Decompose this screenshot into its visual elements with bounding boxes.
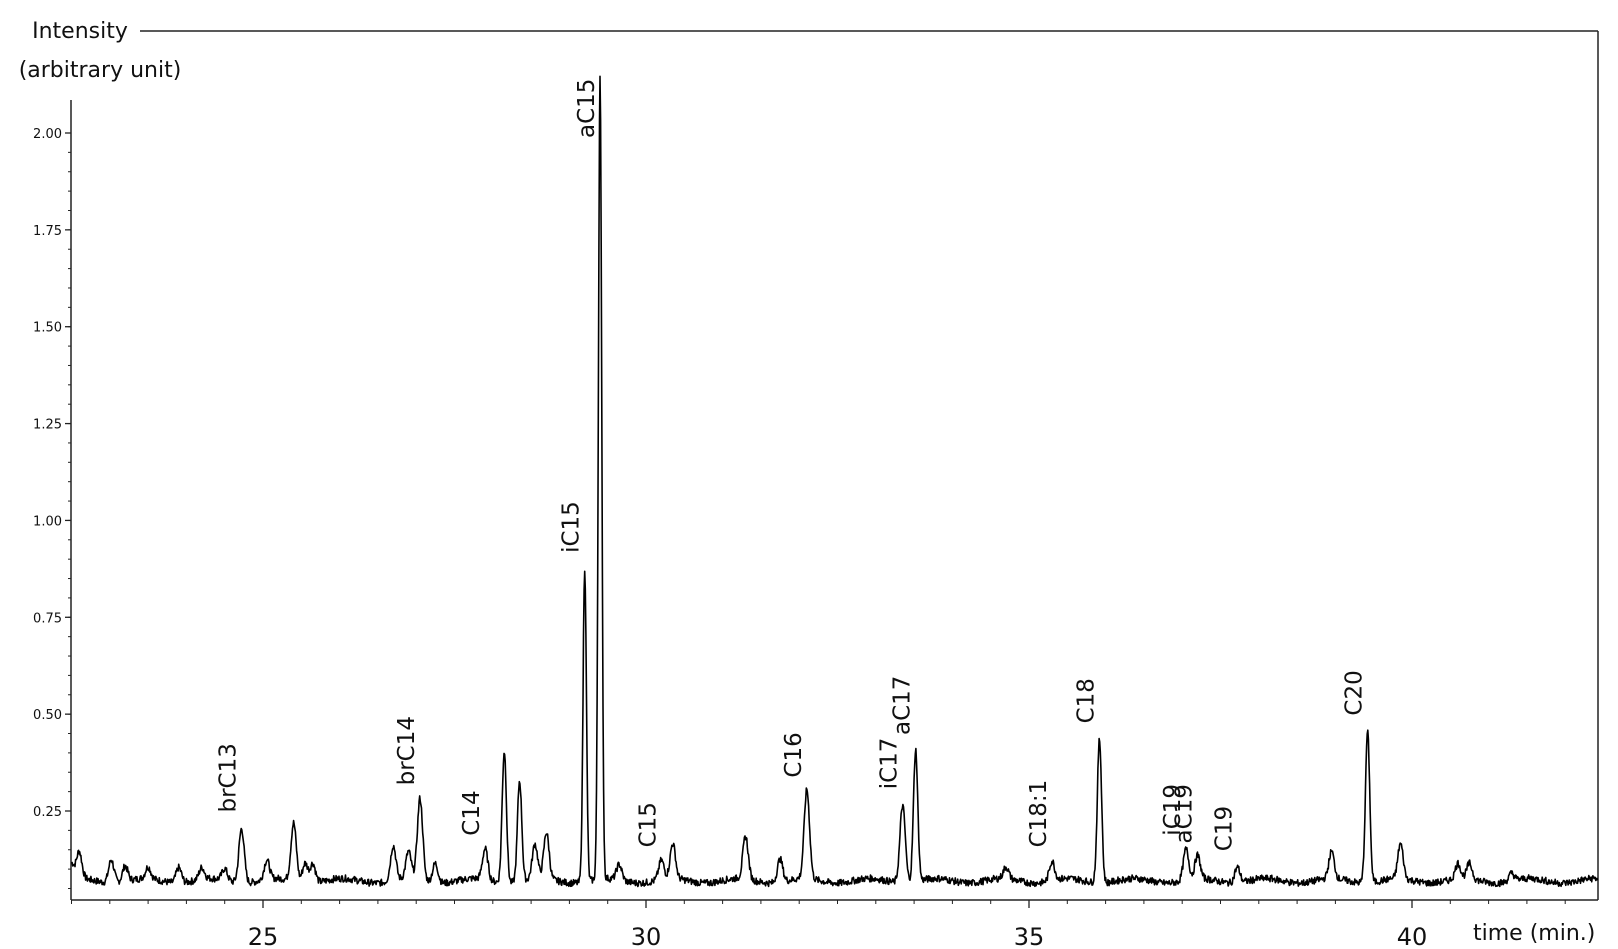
peak-label-c15: C15 <box>635 802 661 847</box>
peak-label-c16: C16 <box>781 732 807 777</box>
y-tick-label: 1.00 <box>33 514 62 529</box>
peak-label-c19: C19 <box>1211 806 1237 851</box>
peak-labels: brC13 brC14 C14 iC15 aC15 C15 C16 iC17 aC17 C18:1… <box>216 79 1368 852</box>
peak-label-brc13: brC13 <box>216 743 242 812</box>
y-tick-label: 0.50 <box>33 708 62 723</box>
peak-label-brc14: brC14 <box>394 716 420 785</box>
x-axis-label: time (min.) <box>1473 921 1595 946</box>
peak-label-ac19: aC19 <box>1172 784 1198 843</box>
y-axis-label-line-2: (arbitrary unit) <box>19 58 182 83</box>
y-axis-label-line-1: Intensity <box>32 19 128 44</box>
peak-label-c20: C20 <box>1342 670 1368 715</box>
peak-label-ac15: aC15 <box>574 79 600 138</box>
peak-label-c181: C18:1 <box>1026 780 1052 848</box>
y-tick-label: 0.75 <box>33 611 62 626</box>
x-tick-label: 40 <box>1397 923 1428 949</box>
y-tick-label: 1.75 <box>33 224 62 239</box>
y-tick-label: 2.00 <box>33 127 62 142</box>
y-axis-ticks: 2.00 1.75 1.50 1.25 1.00 0.75 0.50 0.25 <box>33 127 71 889</box>
x-tick-label: 30 <box>631 923 662 949</box>
peak-label-ic17: iC17 <box>877 738 903 790</box>
peak-label-ac17: aC17 <box>890 676 916 735</box>
y-tick-label: 1.25 <box>33 418 62 433</box>
peak-label-ic15: iC15 <box>559 501 585 553</box>
peak-label-c18: C18 <box>1074 678 1100 723</box>
y-tick-label: 0.25 <box>33 805 62 820</box>
chromatogram-trace <box>70 75 1599 888</box>
y-tick-label: 1.50 <box>33 321 62 336</box>
x-axis-ticks: 25 30 35 40 <box>71 900 1566 949</box>
x-tick-label: 25 <box>248 923 279 949</box>
x-tick-label: 35 <box>1014 923 1045 949</box>
peak-label-ic19: iC19 <box>1160 784 1186 836</box>
peak-label-c14: C14 <box>459 790 485 835</box>
